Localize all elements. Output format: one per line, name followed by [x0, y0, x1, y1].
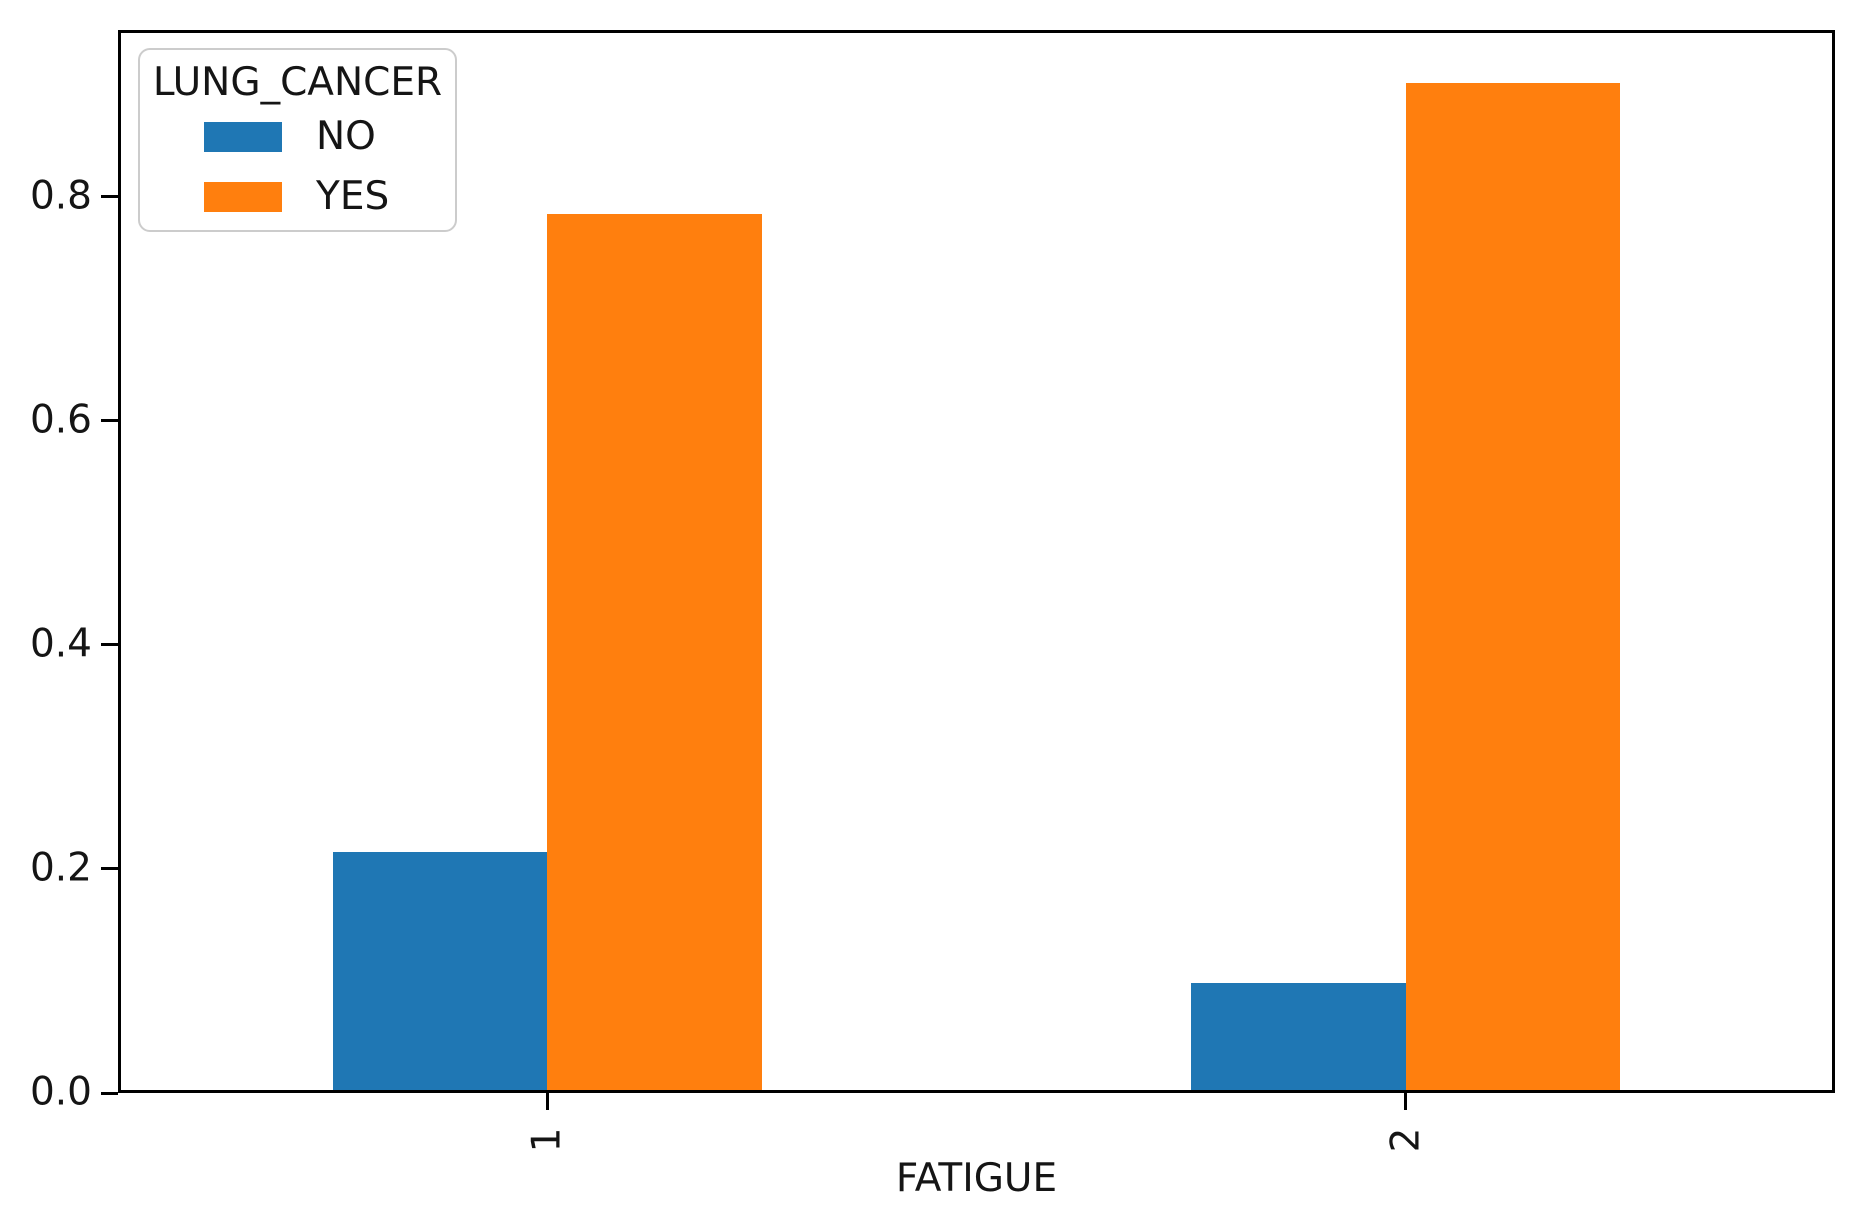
- x-tick-label: 1: [524, 1127, 570, 1153]
- legend-entry-no: NO: [140, 114, 455, 160]
- x-tick-label: 2: [1383, 1127, 1429, 1153]
- legend-label-no: NO: [316, 114, 376, 160]
- y-tick-label: 0.6: [29, 397, 92, 443]
- y-tick-mark: [101, 419, 118, 423]
- y-tick-label: 0.4: [29, 621, 92, 667]
- legend-label-yes: YES: [316, 174, 390, 220]
- y-tick-mark: [101, 195, 118, 199]
- legend-entry-yes: YES: [140, 174, 455, 220]
- bar-yes-category-1: [547, 213, 762, 1093]
- y-tick-label: 0.8: [29, 173, 92, 219]
- x-tick-mark: [545, 1093, 549, 1110]
- y-tick-mark: [101, 643, 118, 647]
- y-tick-mark: [101, 867, 118, 871]
- y-tick-mark: [101, 1091, 118, 1095]
- legend-swatch-no-icon: [204, 121, 282, 152]
- x-axis-label: FATIGUE: [895, 1156, 1058, 1201]
- legend: LUNG_CANCER NO YES: [138, 48, 457, 232]
- y-tick-label: 0.2: [29, 845, 92, 891]
- legend-title: LUNG_CANCER: [152, 60, 443, 105]
- bar-no-category-2: [1191, 983, 1406, 1093]
- legend-swatch-yes-icon: [204, 181, 282, 212]
- bar-no-category-1: [332, 852, 548, 1093]
- y-tick-label: 0.0: [29, 1069, 92, 1115]
- bar-yes-category-2: [1405, 82, 1621, 1093]
- x-tick-mark: [1404, 1093, 1408, 1110]
